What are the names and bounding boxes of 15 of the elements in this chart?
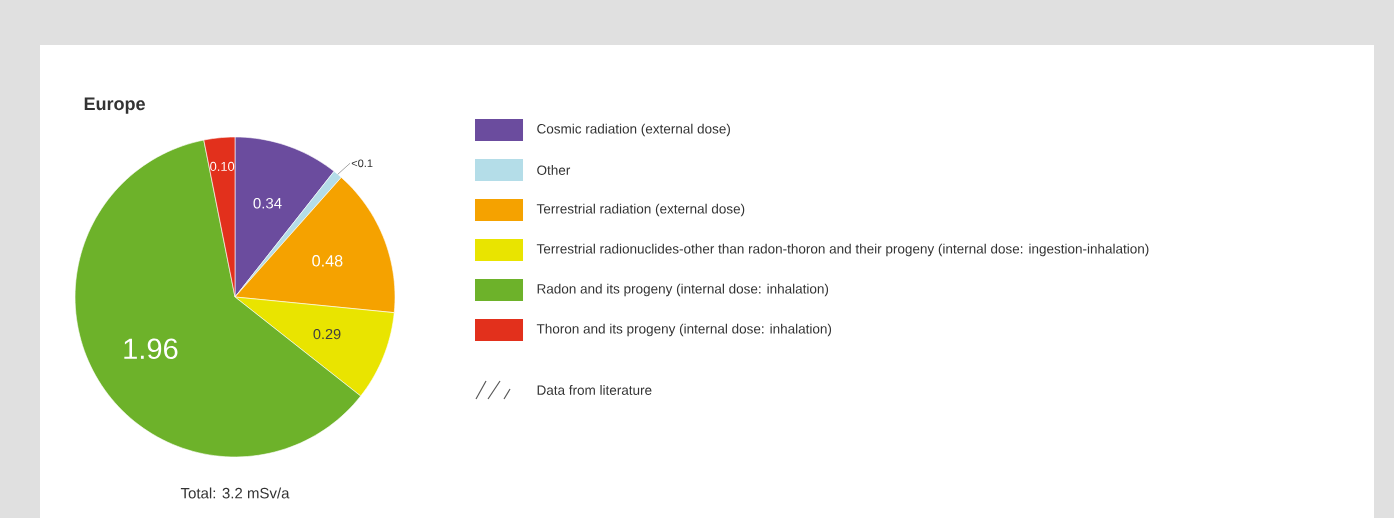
legend-label: Radon and its progeny (internal dose: inhalation) (537, 283, 829, 297)
text: Data from literature (537, 385, 652, 395)
legend-label: Terrestrial radiation (external dose) (536, 203, 745, 217)
data-label: 0.10 (210, 161, 235, 171)
data-label: <0.1 (351, 159, 373, 168)
text: Total: 3.2 mSv/a (180, 487, 290, 499)
legend-label: Other (537, 165, 571, 175)
data-label: 0.29 (313, 328, 341, 340)
data-label: 0.48 (312, 255, 343, 267)
legend-label: Thoron and its progeny (internal dose: inhalation) (536, 323, 832, 337)
legend-label: Terrestrial radionuclides-other than radon-thoron and their progeny (internal dose: ingestion-inhalation) (536, 243, 1149, 257)
legend-label: Cosmic radiation (external dose) (537, 123, 730, 137)
chart-title: Europe (84, 97, 145, 114)
data-label: 1.96 (124, 338, 178, 360)
data-label: 0.34 (253, 197, 282, 209)
